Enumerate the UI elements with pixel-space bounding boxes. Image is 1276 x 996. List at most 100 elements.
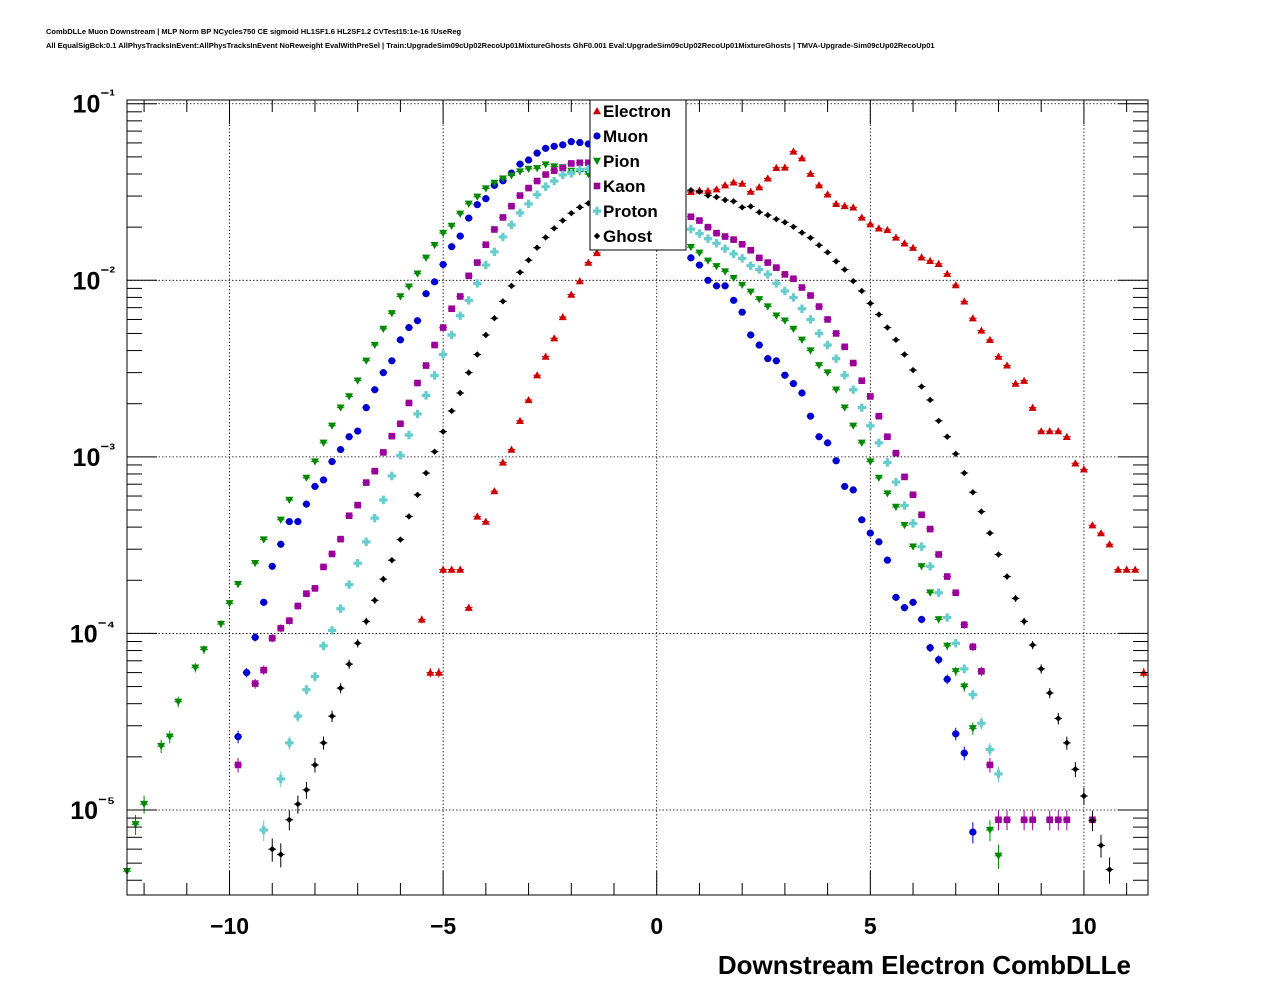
data-point-electron bbox=[533, 371, 542, 379]
data-point-ghost bbox=[909, 366, 917, 374]
data-point-ghost bbox=[371, 597, 378, 604]
data-point-kaon bbox=[781, 271, 789, 278]
series-electron bbox=[417, 147, 1148, 678]
data-point-proton bbox=[934, 588, 943, 597]
data-point-kaon bbox=[294, 602, 302, 610]
data-point-kaon bbox=[790, 275, 797, 283]
data-point-pion bbox=[319, 439, 328, 447]
data-point-ghost bbox=[815, 242, 823, 249]
data-point-ghost bbox=[730, 198, 737, 205]
data-point-ghost bbox=[901, 351, 908, 358]
data-point-kaon bbox=[311, 585, 319, 592]
data-point-ghost bbox=[431, 448, 438, 455]
data-point-pion bbox=[789, 325, 798, 333]
data-point-muon bbox=[849, 486, 857, 494]
legend-label-pion: Pion bbox=[603, 152, 640, 171]
data-point-pion bbox=[994, 852, 1003, 860]
data-point-electron bbox=[1003, 361, 1012, 369]
data-point-pion bbox=[302, 474, 311, 482]
data-point-kaon bbox=[422, 362, 430, 369]
data-point-ghost bbox=[867, 300, 874, 307]
data-point-proton bbox=[387, 471, 397, 481]
data-point-pion bbox=[746, 288, 755, 296]
data-point-proton bbox=[567, 169, 576, 178]
data-point-pion bbox=[413, 270, 422, 278]
data-point-kaon bbox=[849, 359, 857, 367]
data-point-kaon bbox=[764, 259, 772, 266]
series-proton bbox=[259, 164, 1003, 842]
data-point-ghost bbox=[363, 618, 370, 625]
data-point-electron bbox=[1114, 565, 1123, 573]
data-point-pion bbox=[251, 559, 260, 568]
data-point-pion bbox=[917, 563, 926, 571]
data-point-electron bbox=[1122, 565, 1131, 573]
data-point-pion bbox=[763, 303, 772, 311]
data-point-electron bbox=[1028, 403, 1037, 411]
data-point-kaon bbox=[952, 589, 960, 597]
data-point-pion bbox=[968, 725, 977, 733]
data-point-ghost bbox=[721, 196, 729, 204]
data-point-proton bbox=[925, 562, 935, 571]
data-point-pion bbox=[199, 646, 208, 654]
data-point-muon bbox=[952, 730, 960, 738]
data-point-electron bbox=[738, 179, 747, 187]
data-point-kaon bbox=[405, 399, 413, 407]
data-point-electron bbox=[1131, 565, 1140, 573]
data-point-pion bbox=[533, 165, 542, 173]
data-point-muon bbox=[362, 404, 370, 412]
data-point-proton bbox=[883, 458, 892, 467]
data-point-proton bbox=[362, 537, 371, 547]
x-axis-title: Downstream Electron CombDLLe bbox=[718, 950, 1131, 980]
data-point-ghost bbox=[781, 219, 789, 226]
data-point-proton bbox=[558, 170, 567, 180]
data-point-electron bbox=[434, 668, 443, 676]
data-point-pion bbox=[900, 522, 909, 530]
data-point-ghost bbox=[345, 660, 353, 668]
data-point-pion bbox=[926, 589, 935, 597]
legend: Electron Muon Pion Kaon Proton Ghost bbox=[589, 99, 687, 251]
data-point-ghost bbox=[1089, 817, 1096, 824]
data-point-muon bbox=[772, 357, 780, 365]
data-point-muon bbox=[943, 675, 951, 683]
data-point-kaon bbox=[482, 241, 490, 249]
data-point-kaon bbox=[738, 240, 746, 248]
data-point-muon bbox=[695, 261, 704, 269]
data-point-ghost bbox=[508, 282, 515, 290]
axis-tick-labels: −10 −5 0 5 10 10⁻⁵ 10⁻⁴ 10⁻³ 10⁻² 10⁻¹ bbox=[70, 87, 1097, 939]
data-point-electron bbox=[456, 565, 465, 573]
data-point-electron bbox=[891, 233, 900, 241]
data-point-kaon bbox=[303, 590, 310, 597]
data-point-kaon bbox=[345, 512, 353, 520]
data-point-proton bbox=[276, 774, 285, 784]
data-point-proton bbox=[891, 477, 901, 487]
data-point-proton bbox=[302, 685, 311, 694]
data-point-kaon bbox=[320, 563, 327, 571]
x-tick-label: 10 bbox=[1071, 913, 1097, 939]
data-point-ghost bbox=[687, 186, 695, 194]
data-point-kaon bbox=[448, 305, 455, 313]
data-point-electron bbox=[447, 565, 456, 573]
data-point-electron bbox=[541, 352, 550, 360]
data-point-muon bbox=[405, 323, 413, 332]
data-point-ghost bbox=[978, 508, 985, 515]
legend-label-ghost: Ghost bbox=[603, 227, 652, 246]
data-point-ghost bbox=[696, 188, 703, 195]
data-point-electron bbox=[729, 178, 738, 186]
data-point-muon bbox=[251, 633, 259, 641]
x-tick-label: 0 bbox=[650, 913, 663, 939]
data-point-proton bbox=[259, 825, 268, 835]
data-point-kaon bbox=[730, 236, 737, 243]
data-point-kaon bbox=[525, 184, 532, 192]
data-point-proton bbox=[900, 501, 909, 510]
data-point-proton bbox=[498, 232, 508, 242]
data-point-ghost bbox=[448, 407, 455, 415]
data-point-electron bbox=[823, 190, 832, 198]
data-point-muon bbox=[832, 457, 840, 465]
data-point-kaon bbox=[260, 666, 268, 674]
data-point-proton bbox=[746, 261, 755, 270]
data-point-pion bbox=[345, 393, 354, 401]
data-point-electron bbox=[977, 326, 986, 334]
data-point-proton bbox=[814, 329, 824, 338]
data-point-muon bbox=[319, 476, 328, 484]
data-point-electron bbox=[584, 258, 593, 266]
